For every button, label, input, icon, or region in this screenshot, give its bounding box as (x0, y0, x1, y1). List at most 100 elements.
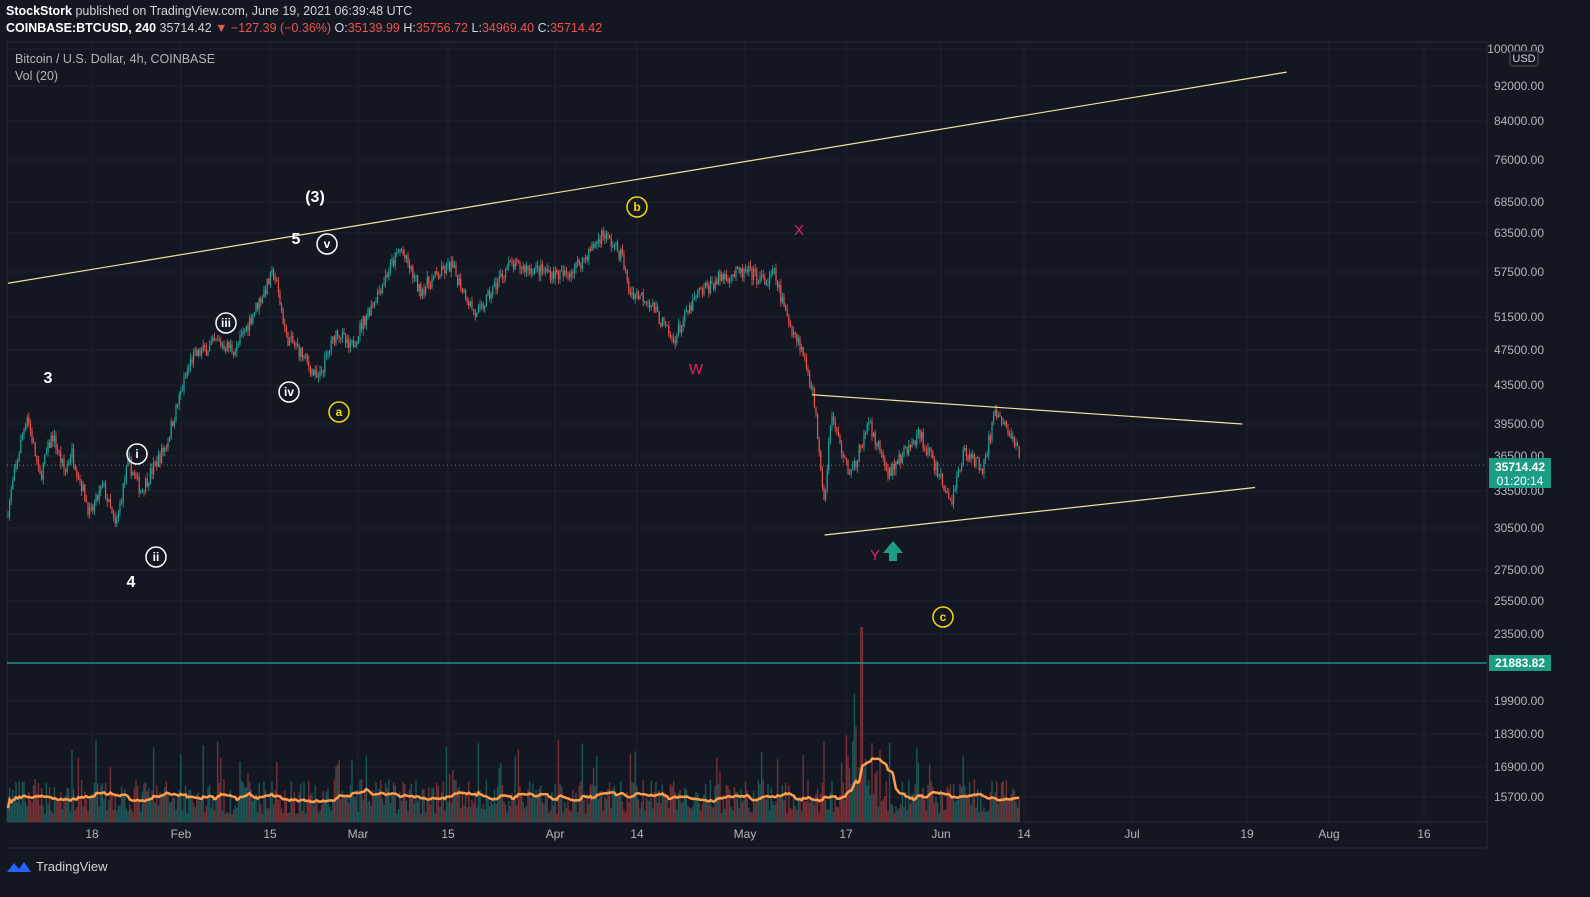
price-tick: 47500.00 (1494, 343, 1544, 357)
candle-body (583, 258, 585, 260)
candle-body (719, 272, 721, 282)
volume-bar (759, 783, 761, 822)
volume-bar (895, 806, 897, 822)
series-legend[interactable]: Bitcoin / U.S. Dollar, 4h, COINBASE (15, 52, 216, 66)
price-axis[interactable]: 100000.0092000.0084000.0076000.0068500.0… (1486, 42, 1551, 848)
volume-bar (72, 788, 75, 822)
candle-body (781, 297, 783, 303)
author-name[interactable]: StockStork (6, 4, 72, 18)
volume-bar (248, 781, 251, 822)
candle-body (122, 483, 124, 503)
candle-body (417, 275, 419, 292)
candle-body (708, 285, 710, 294)
volume-bar (148, 787, 150, 822)
volume-bar (61, 809, 64, 822)
candle-body (562, 270, 564, 277)
volume-bar (589, 784, 592, 822)
volume-bar (751, 812, 753, 822)
candle-body (549, 270, 551, 280)
candle-body (657, 306, 659, 312)
volume-bar (480, 808, 483, 822)
volume-bar (868, 780, 870, 822)
time-tick: 15 (441, 827, 455, 841)
level-value: 21883.82 (1495, 656, 1545, 670)
candle-body (301, 347, 303, 358)
volume-bar (810, 798, 812, 822)
volume-bar (408, 789, 411, 822)
candle-body (901, 456, 903, 463)
wave-label-X: X (794, 222, 804, 239)
volume-bar (613, 785, 616, 822)
volume-legend[interactable]: Vol (20) (15, 69, 59, 83)
candle-body (313, 369, 315, 376)
volume-bar (237, 799, 240, 822)
candle-body (220, 341, 222, 346)
trendlines[interactable] (7, 71, 1487, 664)
volume-bar (720, 813, 723, 822)
candle-body (423, 289, 425, 295)
candle-body (532, 273, 534, 275)
candle-body (314, 370, 316, 376)
candle-body (705, 282, 707, 288)
candle-body (247, 325, 249, 331)
volume-bar (869, 795, 872, 822)
candle-body (95, 494, 97, 504)
high-label: H: (403, 21, 416, 35)
volume-bar (959, 784, 961, 822)
volume-bar (804, 801, 806, 822)
candle-body (143, 490, 145, 492)
candle-body (266, 278, 268, 295)
candle-body (828, 440, 830, 471)
candle-body (303, 355, 305, 358)
volume-bar (192, 803, 195, 822)
candle-body (377, 291, 379, 303)
candle-body (593, 243, 595, 248)
time-axis[interactable]: 18 Feb 15 Mar 15 Apr 14 May 17 Jun 14 Jul 19 Aug 16 (7, 827, 1487, 849)
candle-body (269, 271, 271, 285)
volume-bar (245, 787, 248, 822)
candle-body (61, 459, 63, 463)
candle-body (809, 372, 811, 383)
volume-bar (762, 779, 764, 822)
volume-bar (874, 773, 876, 822)
candle-body (481, 303, 483, 305)
candle-body (509, 261, 511, 263)
volume-bar (748, 808, 750, 822)
volume-bar (688, 807, 691, 822)
candle-body (362, 316, 364, 330)
volume-bar (208, 785, 211, 822)
volume-bar (576, 811, 579, 822)
candle-body (748, 265, 750, 273)
candle-body (73, 448, 75, 465)
volume-bar (442, 781, 444, 822)
candle-body (980, 469, 982, 471)
candle-body (842, 453, 844, 458)
volume-bar (733, 787, 736, 822)
volume-bar (74, 810, 76, 822)
candle-body (141, 490, 143, 493)
candle-body (591, 243, 593, 251)
tradingview-footer[interactable]: TradingView (6, 858, 108, 874)
candle-body (825, 489, 827, 500)
volume-bar (434, 813, 436, 822)
volume-bar (212, 795, 214, 822)
candle-body (785, 306, 787, 310)
volume-bar (165, 781, 168, 822)
candle-body (623, 254, 625, 270)
candle-body (757, 282, 759, 284)
open-label: O: (334, 21, 348, 35)
candle-body (634, 294, 636, 299)
volume-bar (119, 805, 121, 822)
volume-bar (375, 782, 377, 822)
volume-bar (52, 812, 54, 822)
candle-body (58, 451, 60, 453)
volume-bar (525, 806, 528, 822)
volume-bar (100, 785, 102, 822)
volume-bar (269, 791, 272, 822)
candle-body (77, 475, 79, 479)
candle-body (556, 269, 558, 273)
volume-bar (930, 780, 932, 822)
candle-body (12, 480, 14, 490)
volume-bar (631, 781, 633, 822)
